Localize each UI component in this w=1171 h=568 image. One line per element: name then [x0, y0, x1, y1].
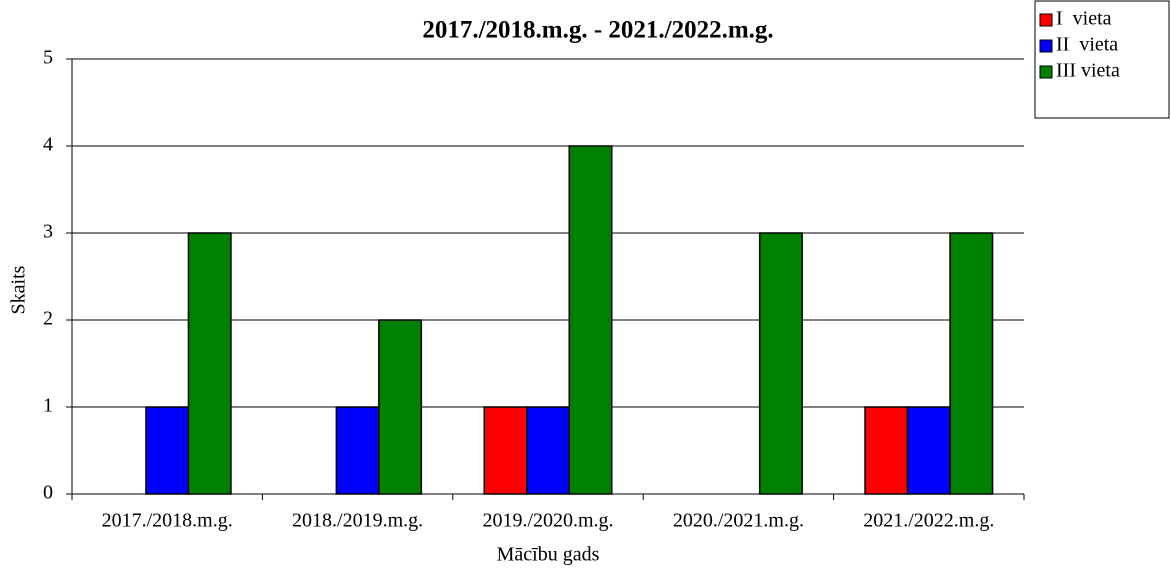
legend-swatch: [1039, 39, 1053, 53]
y-tick-label: 2: [43, 308, 53, 330]
legend-label: III vieta: [1056, 60, 1120, 82]
y-tick-label: 3: [43, 221, 53, 243]
legend-box: [1034, 0, 1170, 119]
legend-label: I vieta: [1056, 8, 1112, 30]
bar: [526, 406, 570, 495]
y-tick-label: 5: [43, 47, 53, 69]
bar: [378, 319, 423, 495]
y-tick-label: 1: [43, 395, 53, 417]
bar: [483, 406, 528, 495]
y-tick-label: 0: [43, 482, 53, 504]
x-tick-label: 2018./2019.m.g.: [292, 510, 423, 532]
bar: [145, 406, 190, 495]
bar: [187, 232, 232, 495]
legend-swatch: [1039, 13, 1053, 27]
x-tick-label: 2017./2018.m.g.: [102, 510, 233, 532]
bar: [758, 232, 803, 495]
legend-swatch: [1039, 65, 1053, 79]
x-axis-label: Mācību gads: [497, 544, 600, 566]
bar: [335, 406, 380, 495]
y-axis-label: Skaits: [8, 265, 30, 314]
x-tick-label: 2020./2021.m.g.: [673, 510, 804, 532]
bar: [949, 232, 994, 495]
bar: [568, 145, 613, 495]
bar: [906, 406, 951, 495]
bar: [864, 406, 909, 495]
chart-title: 2017./2018.m.g. - 2021./2022.m.g.: [422, 17, 773, 44]
y-tick-label: 4: [43, 134, 53, 156]
x-tick-label: 2021./2022.m.g.: [863, 510, 994, 532]
x-tick-label: 2019./2020.m.g.: [482, 510, 613, 532]
legend-label: II vieta: [1056, 34, 1118, 56]
